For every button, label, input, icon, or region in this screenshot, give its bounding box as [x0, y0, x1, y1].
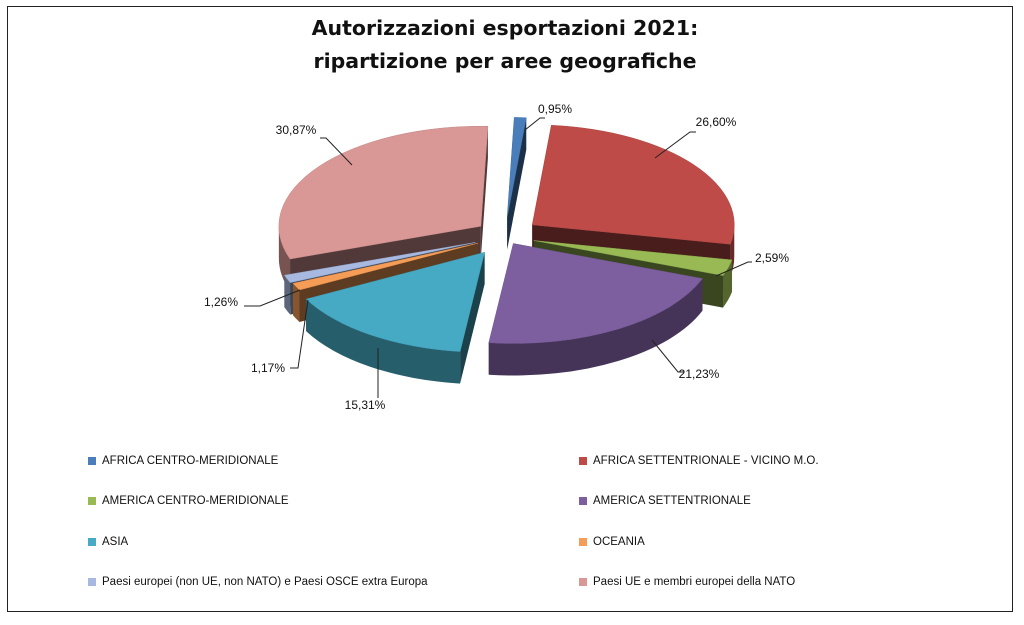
- legend-item-america-settentrionale: AMERICA SETTENTRIONALE: [579, 495, 751, 507]
- data-label-leader-line: [320, 137, 353, 166]
- pie-slice-outer-wall: [488, 278, 703, 376]
- data-label-asia: 15,31%: [345, 398, 386, 412]
- pie-slice-asia: [305, 251, 485, 384]
- pie-slice-top: [488, 243, 703, 344]
- chart-title-line-2: ripartizione per aree geografiche: [313, 49, 697, 73]
- legend-swatch: [88, 578, 96, 586]
- legend-item-oceania: OCEANIA: [579, 536, 645, 548]
- pie-slice-top: [305, 251, 485, 352]
- legend-item-asia: ASIA: [88, 536, 128, 548]
- pie-slice-top: [533, 240, 733, 276]
- legend-swatch: [88, 497, 96, 505]
- pie-slice-outer-wall: [306, 299, 461, 384]
- legend-item-paesi-ue-e-membri-europei-della-nato: Paesi UE e membri europei della NATO: [579, 576, 795, 588]
- legend-item-america-centro-meridionale: AMERICA CENTRO-MERIDIONALE: [88, 495, 289, 507]
- legend-label: AMERICA SETTENTRIONALE: [593, 495, 751, 507]
- data-label-oceania: 1,17%: [251, 361, 285, 375]
- data-label-leader-line: [715, 261, 752, 277]
- pie-slice-outer-wall: [723, 259, 733, 308]
- legend-label: AFRICA SETTENTRIONALE - VICINO M.O.: [593, 455, 819, 467]
- data-label-leader-line: [524, 117, 545, 131]
- pie-slice-top: [506, 117, 527, 218]
- chart-legend: AFRICA CENTRO-MERIDIONALE AFRICA SETTENTR…: [88, 448, 988, 608]
- legend-label: OCEANIA: [593, 536, 645, 548]
- pie-slice-top: [278, 125, 489, 260]
- legend-item-paesi-europei-non-ue-non-nato-e-paesi-osce-extra-europa: Paesi europei (non UE, non NATO) e Paesi…: [88, 576, 428, 588]
- legend-label: AFRICA CENTRO-MERIDIONALE: [102, 455, 279, 467]
- legend-label: Paesi UE e membri europei della NATO: [593, 576, 796, 588]
- data-label-america-centro-meridionale: 2,59%: [755, 251, 789, 265]
- pie-slice-side-wall: [507, 117, 527, 250]
- data-label-paesi-ue-e-membri-europei-della-nato: 30,87%: [276, 123, 317, 137]
- data-label-africa-centro-meridionale: 0,95%: [538, 102, 572, 116]
- data-label-leader-line: [651, 339, 684, 373]
- legend-swatch: [579, 578, 587, 586]
- legend-swatch: [88, 538, 96, 546]
- legend-swatch: [579, 457, 587, 465]
- pie-slice-top: [531, 125, 735, 245]
- data-label-leader-line: [290, 299, 309, 369]
- chart-title-line-1: Autorizzazioni esportazioni 2021:: [311, 16, 699, 40]
- legend-item-africa-settentrionale-vicino-m-o: AFRICA SETTENTRIONALE - VICINO M.O.: [579, 455, 819, 467]
- pie-slice-america-settentrionale: [488, 243, 703, 376]
- data-label-paesi-europei-non-ue-non-nato-e-paesi-osce-extra-europa: 1,26%: [204, 295, 238, 309]
- legend-label: ASIA: [102, 536, 129, 548]
- chart-title: Autorizzazioni esportazioni 2021: ripart…: [0, 12, 1010, 78]
- data-label-america-settentrionale: 21,23%: [679, 367, 720, 381]
- pie-slice-outer-wall: [293, 283, 300, 322]
- legend-swatch: [579, 538, 587, 546]
- pie-slice-side-wall: [480, 126, 488, 259]
- data-label-leader-line: [654, 131, 696, 159]
- legend-swatch: [88, 457, 96, 465]
- data-label-africa-settentrionale-vicino-m-o: 26,60%: [696, 115, 737, 129]
- legend-item-africa-centro-meridionale: AFRICA CENTRO-MERIDIONALE: [88, 455, 278, 467]
- pie-slice-africa-centro-meridionale: [506, 117, 527, 250]
- legend-swatch: [579, 497, 587, 505]
- pie-slice-top: [283, 242, 476, 283]
- legend-label: Paesi europei (non UE, non NATO) e Paesi…: [102, 576, 428, 588]
- data-label-leader-line: [244, 289, 301, 307]
- legend-label: AMERICA CENTRO-MERIDIONALE: [102, 495, 289, 507]
